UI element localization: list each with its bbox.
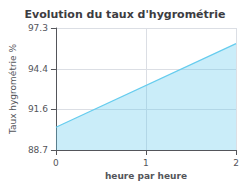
- svg-text:0: 0: [53, 158, 59, 168]
- svg-text:1: 1: [143, 158, 149, 168]
- svg-text:91.6: 91.6: [28, 104, 48, 114]
- svg-text:94.4: 94.4: [28, 64, 48, 74]
- svg-text:97.3: 97.3: [28, 23, 48, 33]
- svg-text:heure par heure: heure par heure: [105, 171, 187, 181]
- svg-text:2: 2: [233, 158, 239, 168]
- svg-text:Taux hygrométrie %: Taux hygrométrie %: [8, 43, 18, 135]
- svg-text:Evolution du taux d'hygrométri: Evolution du taux d'hygrométrie: [25, 8, 226, 21]
- svg-text:88.7: 88.7: [28, 145, 48, 155]
